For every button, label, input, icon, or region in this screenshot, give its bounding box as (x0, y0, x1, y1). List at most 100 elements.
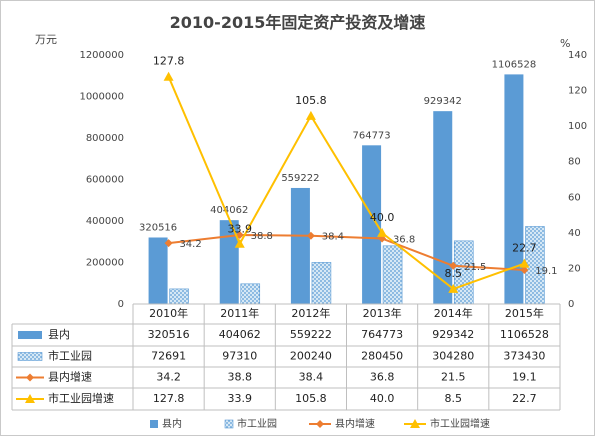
x-category-label: 2011年 (220, 306, 259, 320)
table-cell: 38.4 (299, 371, 324, 384)
table-cell: 36.8 (370, 371, 395, 384)
legend-label: 县内 (162, 417, 182, 430)
bar-county-value-label: 764773 (352, 130, 390, 141)
x-category-label: 2014年 (434, 306, 473, 320)
point-industrial-park-growth (163, 71, 174, 81)
point-county-growth (449, 261, 458, 270)
legend-key-county (150, 420, 158, 428)
point-industrial-park-growth (305, 110, 316, 120)
x-category-label: 2010年 (149, 306, 188, 320)
table-cell: 320516 (148, 328, 190, 341)
legend-key-industrial-park (224, 419, 234, 429)
point-industrial-park-growth (448, 283, 459, 293)
table-cell: 373430 (503, 350, 545, 363)
table-cell: 38.8 (228, 371, 253, 384)
line-county-growth (168, 233, 525, 272)
bar-county (433, 111, 453, 305)
point-industrial-park-growth (519, 258, 530, 268)
y-left-tick-label: 800000 (86, 133, 124, 144)
bar-county-value-label: 559222 (281, 173, 319, 184)
industrial-park-growth-value-label: 127.8 (153, 55, 185, 68)
y-right-tick-label: 0 (568, 299, 574, 310)
table-row-label: 县内增速 (48, 370, 92, 384)
table-key-industrial-park (17, 352, 43, 361)
bar-county (504, 74, 524, 304)
legend-label: 县内增速 (335, 417, 375, 430)
table-cell: 72691 (151, 350, 186, 363)
x-category-label: 2012年 (291, 306, 330, 320)
table-cell: 559222 (290, 328, 332, 341)
table-key-industrial-park-growth-marker (25, 394, 35, 403)
bar-county (290, 187, 310, 304)
table-cell: 8.5 (445, 392, 463, 405)
point-county-growth (164, 239, 173, 248)
y-right-tick-label: 140 (568, 50, 587, 61)
table-cell: 97310 (222, 350, 257, 363)
point-county-growth (306, 231, 315, 240)
industrial-park-growth-value-label: 33.9 (228, 223, 253, 236)
bar-county-value-label: 404062 (210, 205, 248, 216)
table-cell: 21.5 (441, 371, 466, 384)
y-right-tick-label: 120 (568, 86, 587, 97)
table-cell: 404062 (219, 328, 261, 341)
table-key-county-growth-marker (26, 373, 34, 382)
legend-key-county-growth-marker (316, 420, 324, 428)
y-left-tick-label: 1200000 (79, 50, 124, 61)
y-axis-left-label: 万元 (35, 33, 57, 46)
legend-key-industrial-park-growth-marker (410, 419, 420, 428)
bar-county-value-label: 1106528 (492, 59, 537, 70)
point-industrial-park-growth (377, 227, 388, 237)
chart-title: 2010-2015年固定资产投资及增速 (169, 13, 426, 32)
bar-county (362, 145, 382, 304)
bar-industrial-park (240, 283, 261, 305)
y-right-tick-label: 100 (568, 121, 587, 132)
table-cell: 1106528 (500, 328, 549, 341)
point-industrial-park-growth (234, 238, 245, 248)
y-right-tick-label: 20 (568, 263, 581, 274)
table-key-county (18, 331, 42, 339)
table-cell: 33.9 (228, 392, 253, 405)
x-category-label: 2013年 (363, 306, 402, 320)
table-cell: 127.8 (153, 392, 185, 405)
y-right-tick-label: 40 (568, 228, 581, 239)
county-growth-value-label: 38.4 (322, 232, 344, 243)
y-right-tick-label: 80 (568, 157, 581, 168)
table-row-label: 市工业园 (48, 349, 92, 363)
table-cell: 304280 (432, 350, 474, 363)
bar-county-value-label: 320516 (139, 222, 177, 233)
industrial-park-growth-value-label: 40.0 (370, 211, 395, 224)
y-right-tick-label: 60 (568, 192, 581, 203)
table-cell: 22.7 (512, 392, 537, 405)
county-growth-value-label: 38.8 (251, 231, 273, 242)
table-cell: 40.0 (370, 392, 395, 405)
table-cell: 105.8 (295, 392, 327, 405)
industrial-park-growth-value-label: 105.8 (295, 94, 327, 107)
bar-industrial-park (169, 288, 189, 305)
county-growth-value-label: 34.2 (179, 239, 201, 250)
bar-industrial-park (382, 245, 403, 305)
line-industrial-park-growth (167, 76, 525, 290)
legend-label: 市工业园增速 (430, 417, 490, 430)
y-axis-right-label: % (560, 37, 571, 50)
table-row-label: 县内 (48, 327, 70, 341)
bar-county-value-label: 929342 (424, 96, 462, 107)
bar-county (219, 220, 239, 304)
industrial-park-growth-value-label: 22.7 (512, 242, 537, 255)
industrial-park-growth-value-label: 8.5 (445, 267, 463, 280)
y-left-tick-label: 200000 (86, 258, 124, 269)
y-left-tick-label: 0 (118, 299, 124, 310)
y-left-tick-label: 1000000 (79, 92, 124, 103)
legend-label: 市工业园 (237, 417, 277, 430)
x-category-label: 2015年 (505, 306, 544, 320)
table-cell: 764773 (361, 328, 403, 341)
table-cell: 929342 (432, 328, 474, 341)
table-cell: 19.1 (512, 371, 537, 384)
y-left-tick-label: 400000 (86, 216, 124, 227)
table-cell: 280450 (361, 350, 403, 363)
county-growth-value-label: 36.8 (393, 235, 415, 246)
county-growth-value-label: 21.5 (464, 262, 486, 273)
point-county-growth (520, 266, 529, 275)
table-cell: 200240 (290, 350, 332, 363)
y-left-tick-label: 600000 (86, 175, 124, 186)
